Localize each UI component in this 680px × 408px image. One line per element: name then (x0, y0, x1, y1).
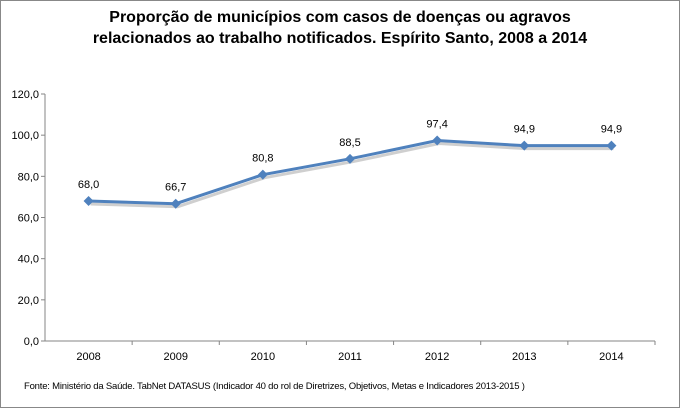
data-point-marker (432, 135, 443, 146)
data-label: 88,5 (339, 137, 360, 149)
x-tick-label: 2009 (163, 351, 187, 363)
data-label: 97,4 (426, 119, 447, 131)
y-tick-label: 40,0 (18, 254, 39, 266)
data-point-marker (257, 169, 268, 180)
series-line-shadow (90, 142, 614, 209)
data-point-marker (83, 196, 94, 207)
x-tick-label: 2014 (599, 351, 623, 363)
data-label: 66,7 (165, 182, 186, 194)
x-tick-label: 2013 (512, 351, 536, 363)
data-label: 68,0 (78, 179, 99, 191)
y-tick-label: 20,0 (18, 295, 39, 307)
x-tick-label: 2010 (251, 351, 275, 363)
data-label: 80,8 (252, 153, 273, 165)
y-tick-label: 0,0 (24, 336, 39, 348)
source-note: Fonte: Ministério da Saúde. TabNet DATAS… (24, 381, 525, 392)
y-tick-label: 80,0 (18, 171, 39, 183)
data-point-marker (519, 140, 530, 151)
data-label: 94,9 (514, 124, 535, 136)
x-tick-label: 2008 (76, 351, 100, 363)
y-tick-label: 100,0 (11, 130, 39, 142)
chart-title: Proporção de municípios com casos de doe… (1, 7, 679, 49)
x-tick-label: 2011 (338, 351, 362, 363)
y-tick-label: 120,0 (11, 89, 39, 101)
x-tick-label: 2012 (425, 351, 449, 363)
data-point-marker (606, 140, 617, 151)
chart-title-line-2: relacionados ao trabalho notificados. Es… (92, 30, 588, 47)
data-point-marker (170, 198, 181, 209)
y-tick-label: 60,0 (18, 213, 39, 225)
data-label: 94,9 (601, 124, 622, 136)
data-point-marker (345, 153, 355, 164)
chart-title-line-1: Proporção de municípios com casos de doe… (109, 9, 571, 26)
